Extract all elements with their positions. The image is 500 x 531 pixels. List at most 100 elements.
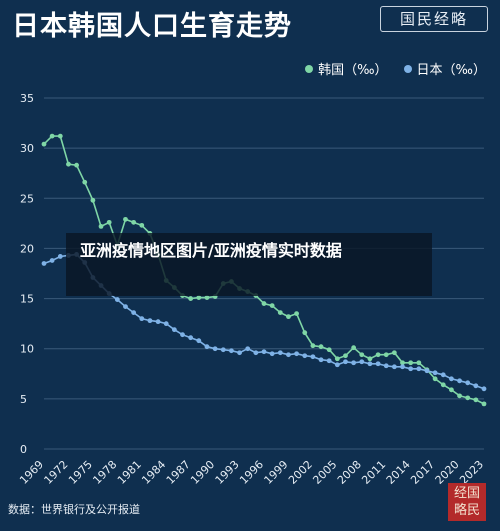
data-point-japan: [180, 332, 185, 338]
data-point-korea: [416, 360, 422, 366]
y-tick-label: 35: [20, 92, 34, 105]
data-point-japan: [155, 319, 161, 325]
data-point-japan: [424, 368, 430, 374]
y-tick-label: 25: [20, 192, 34, 205]
x-tick-label: 1993: [213, 458, 242, 487]
data-point-korea: [98, 223, 104, 229]
data-point-korea: [90, 197, 96, 203]
data-point-japan: [147, 318, 153, 324]
x-tick-label: 1990: [188, 458, 217, 487]
brand-logo: 国民经略: [380, 6, 488, 32]
data-point-korea: [326, 347, 332, 353]
data-point-korea: [277, 310, 283, 316]
data-point-japan: [465, 380, 471, 386]
data-point-korea: [351, 345, 357, 351]
data-point-japan: [204, 344, 210, 350]
data-point-korea: [367, 356, 373, 362]
legend-item-japan: 日本（‰）: [403, 59, 486, 78]
data-point-japan: [310, 354, 316, 360]
legend-dot-japan: [403, 64, 412, 73]
data-point-japan: [391, 364, 397, 370]
data-point-japan: [318, 357, 324, 363]
data-point-korea: [286, 314, 291, 320]
x-tick-label: 1984: [139, 458, 168, 487]
data-point-japan: [139, 316, 145, 322]
legend-item-korea: 韩国（‰）: [305, 59, 388, 78]
x-tick-label: 1978: [90, 458, 119, 487]
data-point-korea: [440, 382, 446, 388]
data-point-korea: [359, 352, 365, 358]
data-point-korea: [123, 216, 128, 222]
data-point-japan: [269, 351, 275, 357]
data-point-japan: [416, 366, 422, 372]
data-point-japan: [432, 370, 438, 376]
data-point-japan: [457, 378, 462, 384]
data-point-japan: [294, 351, 299, 357]
legend-label-japan: 日本（‰）: [416, 63, 486, 78]
x-tick-label: 1972: [42, 458, 71, 487]
data-point-japan: [131, 310, 137, 316]
data-point-japan: [245, 346, 251, 352]
data-point-korea: [457, 393, 462, 399]
data-point-japan: [359, 359, 365, 365]
data-point-korea: [196, 295, 202, 300]
data-point-japan: [408, 366, 414, 372]
data-point-japan: [253, 350, 259, 356]
data-point-japan: [237, 350, 242, 356]
data-point-japan: [351, 360, 357, 366]
x-tick-label: 1975: [66, 458, 95, 487]
data-point-japan: [473, 383, 479, 389]
data-point-japan: [196, 338, 202, 344]
data-point-japan: [302, 353, 308, 359]
data-point-japan: [440, 372, 446, 378]
y-tick-label: 0: [20, 443, 27, 456]
legend-dot-korea: [305, 64, 314, 73]
data-point-japan: [343, 359, 348, 365]
data-point-japan: [400, 364, 405, 370]
data-point-japan: [123, 304, 128, 309]
data-point-japan: [277, 350, 283, 356]
data-point-japan: [212, 346, 218, 352]
data-point-korea: [66, 161, 71, 167]
data-point-korea: [41, 141, 47, 147]
x-tick-label: 2008: [335, 458, 364, 487]
data-point-japan: [57, 254, 63, 259]
data-point-korea: [465, 395, 471, 401]
data-point-japan: [481, 386, 487, 392]
data-point-japan: [261, 349, 267, 355]
data-point-korea: [375, 352, 381, 358]
data-point-japan: [114, 297, 120, 302]
x-tick-label: 1987: [164, 458, 193, 487]
data-point-japan: [163, 321, 169, 327]
data-point-korea: [188, 296, 194, 301]
data-point-japan: [375, 361, 381, 367]
data-point-japan: [383, 363, 389, 369]
legend-label-korea: 韩国（‰）: [318, 63, 388, 78]
data-point-korea: [310, 343, 316, 349]
data-point-korea: [391, 350, 397, 356]
x-tick-label: 2002: [286, 458, 315, 487]
chart-legend: 韩国（‰） 日本（‰）: [305, 59, 486, 78]
y-axis-ticks: 0 5 10 15 20 25 30 35: [20, 92, 34, 456]
x-tick-label: 2011: [359, 458, 388, 487]
x-tick-label: 1981: [115, 458, 144, 487]
x-tick-label: 1996: [237, 458, 266, 487]
data-point-japan: [449, 376, 454, 382]
data-point-japan: [220, 347, 226, 353]
data-point-korea: [302, 330, 308, 336]
data-point-korea: [408, 360, 414, 366]
data-point-korea: [343, 353, 348, 359]
y-tick-label: 20: [20, 242, 34, 255]
data-point-korea: [74, 162, 79, 168]
data-point-korea: [318, 344, 324, 350]
data-point-korea: [269, 303, 275, 308]
x-tick-label: 2014: [384, 458, 413, 487]
data-point-korea: [294, 311, 299, 317]
source-note: 数据：世界银行及公开报道: [8, 503, 140, 516]
data-point-korea: [49, 133, 55, 139]
data-point-korea: [400, 360, 405, 366]
data-point-japan: [286, 352, 291, 358]
seal-stamp: 经国 略民: [448, 483, 486, 521]
x-tick-label: 1999: [262, 458, 291, 487]
